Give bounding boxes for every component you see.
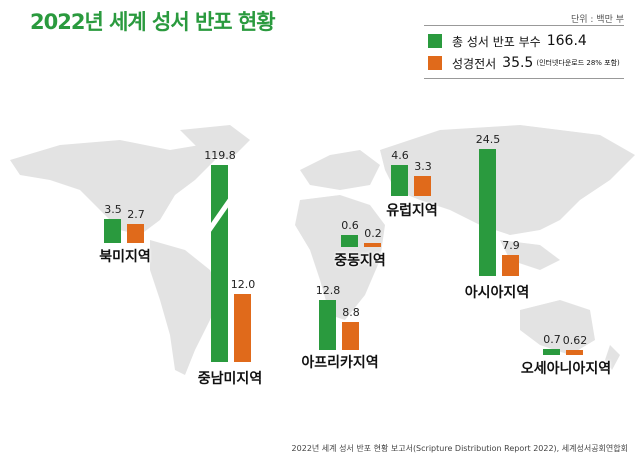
legend-value: 35.5 xyxy=(502,55,534,71)
source-note: 2022년 세계 성서 반포 현황 보고서(Scripture Distribu… xyxy=(291,444,628,453)
bar-bible-6 xyxy=(566,350,583,355)
data-label: 2.7 xyxy=(127,208,145,222)
legend: 총 성서 반포 부수 166.4 성경전서 35.5 (인터넷다운로드 28% … xyxy=(424,25,624,79)
bar-total-4 xyxy=(391,165,408,196)
data-label: 3.5 xyxy=(104,202,122,216)
region-label: 북미지역 xyxy=(99,249,151,265)
region-label: 유럽지역 xyxy=(386,203,438,219)
legend-value: 166.4 xyxy=(546,33,587,49)
bar-bible-5 xyxy=(502,255,519,276)
data-label: 12.8 xyxy=(315,284,341,298)
legend-item-bible: 성경전서 35.5 (인터넷다운로드 28% 포함) xyxy=(424,52,624,74)
data-label: 7.9 xyxy=(502,239,520,253)
data-label: 8.8 xyxy=(342,305,360,319)
data-label: 12.0 xyxy=(230,277,256,291)
data-label: 119.8 xyxy=(204,149,236,162)
data-label: 3.3 xyxy=(414,159,432,173)
region-label: 중남미지역 xyxy=(197,371,263,387)
bar-total-6 xyxy=(543,349,560,355)
legend-label: 총 성서 반포 부수 xyxy=(452,34,541,49)
region-label: 오세아니아지역 xyxy=(520,361,612,377)
data-label: 0.2 xyxy=(364,227,382,240)
bar-total-5 xyxy=(479,148,496,276)
data-label: 0.62 xyxy=(562,334,588,348)
world-map xyxy=(10,125,635,375)
bar-bible-3 xyxy=(364,243,381,247)
region-label: 아프리카지역 xyxy=(301,355,379,371)
data-label: 4.6 xyxy=(391,149,409,163)
bar-total-3 xyxy=(341,235,358,247)
page-title: 2022년 세계 성서 반포 현황 xyxy=(30,10,276,34)
legend-swatch-green xyxy=(428,34,442,48)
data-label: 24.5 xyxy=(475,132,501,146)
legend-label: 성경전서 xyxy=(452,56,497,71)
unit-label: 단위 : 백만 부 xyxy=(570,15,624,25)
bar-total-1 xyxy=(211,165,228,362)
bar-total-0 xyxy=(104,218,121,243)
legend-item-total: 총 성서 반포 부수 166.4 xyxy=(424,30,624,52)
bar-bible-2 xyxy=(342,321,359,350)
region-label: 아시아지역 xyxy=(464,285,530,301)
region-label: 중동지역 xyxy=(334,253,386,269)
data-label: 0.7 xyxy=(543,333,561,347)
legend-swatch-orange xyxy=(428,56,442,70)
data-label: 0.6 xyxy=(341,219,359,232)
bar-bible-0 xyxy=(127,224,144,243)
legend-note: (인터넷다운로드 28% 포함) xyxy=(536,59,620,67)
bar-total-2 xyxy=(319,300,336,350)
bar-bible-4 xyxy=(414,175,431,196)
bar-bible-1 xyxy=(234,293,251,362)
